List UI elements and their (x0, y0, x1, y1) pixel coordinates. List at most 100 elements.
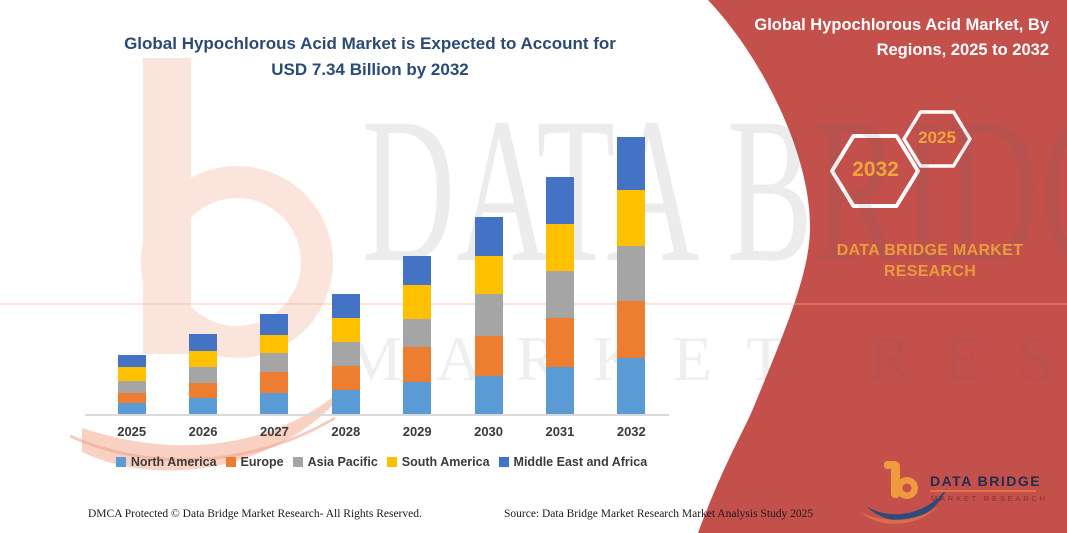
bar-segment-middle-east-and-africa (617, 137, 646, 191)
hexagon-2025-icon (902, 110, 972, 168)
legend-label: South America (401, 455, 490, 469)
bar-segment-europe (545, 317, 574, 367)
bar-segment-north-america (403, 382, 432, 414)
bar-segment-south-america (189, 350, 218, 367)
bar-stack (474, 216, 503, 414)
x-axis-labels: 2025 2026 2027 2028 2029 2030 2031 2032 (96, 424, 667, 439)
legend-label: Middle East and Africa (513, 455, 648, 469)
bar-segment-south-america (474, 255, 503, 294)
bar-segment-south-america (617, 190, 646, 247)
bar-segment-europe (331, 365, 360, 390)
bar-segment-north-america (260, 393, 289, 414)
pink-b-watermark-icon (69, 58, 355, 471)
bar-stack (545, 177, 574, 414)
bar-segment-north-america (617, 357, 646, 414)
bar-segment-north-america (117, 403, 146, 414)
legend-swatch-icon (498, 457, 509, 467)
bar-segment-south-america (117, 366, 146, 382)
legend-item-europe: Europe (225, 455, 284, 469)
bar-segment-north-america (474, 375, 503, 414)
bar-column-2031 (524, 177, 595, 414)
bar-segment-north-america (331, 389, 360, 414)
bar-stack (403, 255, 432, 414)
x-axis-label-2028: 2028 (331, 424, 361, 439)
chart-title: Global Hypochlorous Acid Market is Expec… (60, 31, 680, 83)
legend: North America Europe Asia Pacific South Ame… (66, 455, 697, 469)
bar-stack (260, 314, 289, 414)
footer-dmca-text: DMCA Protected © Data Bridge Market Rese… (88, 508, 422, 520)
logo-wordmark: DATA BRIDGE (930, 473, 1042, 489)
bar-segment-europe (474, 335, 503, 376)
legend-swatch-icon (386, 457, 397, 467)
bar-segment-middle-east-and-africa (189, 334, 218, 351)
bar-segment-europe (189, 383, 218, 399)
bar-column-2029 (382, 255, 453, 414)
bar-stack (189, 334, 218, 414)
sidebar-title-line2: Regions, 2025 to 2032 (876, 41, 1049, 59)
bar-column-2028 (310, 293, 381, 414)
legend-item-south-america: South America (386, 455, 490, 469)
bar-segment-north-america (545, 366, 574, 414)
sidebar-brand-text: DATA BRIDGE MARKET RESEARCH (790, 240, 1067, 282)
legend-label: Europe (240, 455, 284, 469)
legend-label: North America (130, 455, 217, 469)
bar-segment-asia-pacific (545, 270, 574, 318)
bar-segment-asia-pacific (117, 381, 146, 393)
bar-segment-middle-east-and-africa (260, 314, 289, 335)
x-axis-label-2031: 2031 (545, 424, 575, 439)
bar-column-2027 (239, 314, 310, 414)
legend-item-north-america: North America (115, 455, 217, 469)
hexagon-2032-icon (830, 134, 920, 208)
x-axis-label-2025: 2025 (117, 424, 147, 439)
bar-segment-south-america (260, 334, 289, 354)
legend-label: Asia Pacific (307, 455, 378, 469)
sidebar-brand-line2: RESEARCH (883, 263, 977, 280)
bar-segment-south-america (331, 317, 360, 342)
legend-item-asia-pacific: Asia Pacific (292, 455, 378, 469)
x-axis-line (85, 414, 669, 416)
legend-swatch-icon (225, 457, 236, 467)
legend-swatch-icon (115, 457, 126, 467)
bar-segment-asia-pacific (403, 318, 432, 348)
legend-swatch-icon (292, 457, 303, 467)
bar-segment-middle-east-and-africa (403, 255, 432, 285)
sidebar-title-line1: Global Hypochlorous Acid Market, By (754, 16, 1049, 34)
footer-source-text: Source: Data Bridge Market Research Mark… (504, 508, 814, 520)
hexagon-2025-label: 2025 (918, 128, 956, 147)
bar-stack (331, 293, 360, 414)
bar-segment-middle-east-and-africa (545, 177, 574, 225)
bar-segment-middle-east-and-africa (474, 216, 503, 256)
x-axis-label-2027: 2027 (259, 424, 289, 439)
bars-area (96, 130, 667, 414)
bar-column-2026 (167, 334, 238, 414)
sidebar-title: Global Hypochlorous Acid Market, By Regi… (719, 13, 1049, 63)
bar-segment-south-america (403, 284, 432, 319)
logo-subtitle: MARKET RESEARCH (931, 494, 1048, 503)
bar-segment-europe (117, 392, 146, 404)
legend-item-middle-east-and-africa: Middle East and Africa (498, 455, 648, 469)
x-axis-label-2029: 2029 (402, 424, 432, 439)
bar-segment-asia-pacific (617, 246, 646, 301)
bar-column-2030 (453, 216, 524, 414)
bar-stack (117, 355, 146, 414)
hexagon-2032-label: 2032 (852, 158, 899, 181)
bar-column-2032 (596, 137, 667, 414)
bar-segment-asia-pacific (189, 366, 218, 384)
x-axis-label-2026: 2026 (188, 424, 218, 439)
bar-segment-asia-pacific (260, 353, 289, 372)
bar-segment-europe (403, 347, 432, 383)
logo-underline (930, 490, 1036, 492)
bar-segment-north-america (189, 398, 218, 414)
bar-column-2025 (96, 355, 167, 414)
data-bridge-logo-icon (860, 461, 947, 524)
bar-segment-middle-east-and-africa (331, 293, 360, 318)
sidebar-brand-line1: DATA BRIDGE MARKET (836, 242, 1024, 259)
bar-segment-europe (617, 300, 646, 358)
bar-segment-middle-east-and-africa (117, 355, 146, 367)
bar-segment-asia-pacific (331, 341, 360, 366)
bar-segment-south-america (545, 224, 574, 271)
bar-segment-asia-pacific (474, 294, 503, 336)
chart-title-line1: Global Hypochlorous Acid Market is Expec… (124, 34, 616, 53)
